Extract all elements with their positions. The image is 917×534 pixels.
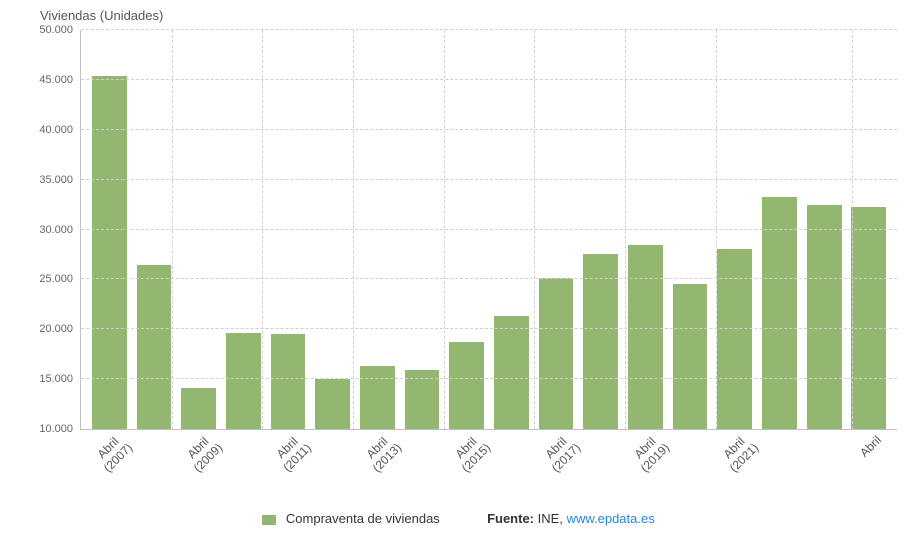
x-label-slot (220, 432, 265, 492)
x-tick-label: Abril(2007) (91, 431, 135, 475)
x-label-slot (757, 432, 802, 492)
bar (807, 205, 842, 429)
x-label-slot (578, 432, 623, 492)
vgrid-line (534, 30, 535, 429)
bar-slot (578, 30, 623, 429)
source-link[interactable]: www.epdata.es (567, 511, 655, 526)
y-tick-label: 10.000 (39, 423, 81, 435)
bars-group (81, 30, 897, 429)
y-axis-title: Viviendas (Unidades) (40, 8, 163, 23)
y-tick-label: 40.000 (39, 124, 81, 136)
x-tick-label: Abril (857, 433, 884, 460)
legend-swatch (262, 515, 276, 525)
vgrid-line (716, 30, 717, 429)
grid-line (81, 328, 897, 329)
grid-line (81, 229, 897, 230)
y-tick-label: 35.000 (39, 174, 81, 186)
bar-slot (87, 30, 132, 429)
y-tick-label: 20.000 (39, 323, 81, 335)
x-label-slot: Abril(2011) (265, 432, 310, 492)
x-label-slot (488, 432, 533, 492)
y-tick-label: 25.000 (39, 273, 81, 285)
x-label-slot (399, 432, 444, 492)
legend-series-label: Compraventa de viviendas (286, 511, 440, 526)
bar-slot (132, 30, 177, 429)
bar (181, 388, 216, 429)
bar-slot (623, 30, 668, 429)
x-label-slot: Abril(2009) (175, 432, 220, 492)
bar-slot (802, 30, 847, 429)
grid-line (81, 29, 897, 30)
x-tick-label: Abril(2017) (538, 431, 582, 475)
x-label-slot (310, 432, 355, 492)
x-tick-label: Abril(2011) (271, 431, 315, 475)
x-tick-label: Abril(2009) (181, 431, 225, 475)
bar-slot (712, 30, 757, 429)
y-tick-label: 45.000 (39, 74, 81, 86)
x-tick-label: Abril(2015) (449, 431, 493, 475)
y-tick-label: 30.000 (39, 224, 81, 236)
bar (137, 265, 172, 429)
vgrid-line (262, 30, 263, 429)
vgrid-line (625, 30, 626, 429)
bar-slot (176, 30, 221, 429)
bar-slot (757, 30, 802, 429)
x-label-slot (667, 432, 712, 492)
source-prefix: Fuente: (487, 511, 534, 526)
bar-slot (444, 30, 489, 429)
grid-line (81, 129, 897, 130)
bar-slot (221, 30, 266, 429)
grid-line (81, 179, 897, 180)
x-label-slot: Abril(2015) (444, 432, 489, 492)
vgrid-line (172, 30, 173, 429)
bar (360, 366, 395, 429)
x-axis-labels: Abril(2007)Abril(2009)Abril(2011)Abril(2… (80, 432, 897, 492)
bar (673, 284, 708, 429)
bar (271, 334, 306, 429)
plot-area: 10.00015.00020.00025.00030.00035.00040.0… (80, 30, 897, 430)
vgrid-line (444, 30, 445, 429)
grid-line (81, 378, 897, 379)
x-label-slot (802, 432, 847, 492)
bar-slot (668, 30, 713, 429)
x-tick-label: Abril(2021) (717, 431, 761, 475)
x-label-slot: Abril(2017) (533, 432, 578, 492)
x-tick-label: Abril(2013) (360, 431, 404, 475)
bar-slot (489, 30, 534, 429)
y-tick-label: 15.000 (39, 373, 81, 385)
bar (226, 333, 261, 429)
bar-slot (846, 30, 891, 429)
grid-line (81, 278, 897, 279)
bar-slot (266, 30, 311, 429)
bar (539, 278, 574, 429)
x-label-slot: Abril(2013) (354, 432, 399, 492)
source-name: INE, (538, 511, 563, 526)
bar (583, 254, 618, 429)
x-label-slot (131, 432, 176, 492)
bar-slot (355, 30, 400, 429)
bar (315, 379, 350, 429)
bar (851, 207, 886, 429)
legend-row: Compraventa de viviendas Fuente: INE, ww… (0, 511, 917, 526)
bar (494, 316, 529, 429)
vgrid-line (353, 30, 354, 429)
x-label-slot: Abril(2007) (86, 432, 131, 492)
grid-line (81, 79, 897, 80)
x-tick-label: Abril(2019) (628, 431, 672, 475)
bar-chart: Viviendas (Unidades) 10.00015.00020.0002… (0, 0, 917, 534)
bar-slot (534, 30, 579, 429)
x-label-slot: Abril (846, 432, 891, 492)
bar-slot (310, 30, 355, 429)
bar-slot (400, 30, 445, 429)
bar (628, 245, 663, 429)
vgrid-line (852, 30, 853, 429)
x-label-slot: Abril(2019) (623, 432, 668, 492)
bar (449, 342, 484, 429)
bar (762, 197, 797, 429)
x-label-slot: Abril(2021) (712, 432, 757, 492)
bar (717, 249, 752, 429)
y-tick-label: 50.000 (39, 24, 81, 36)
